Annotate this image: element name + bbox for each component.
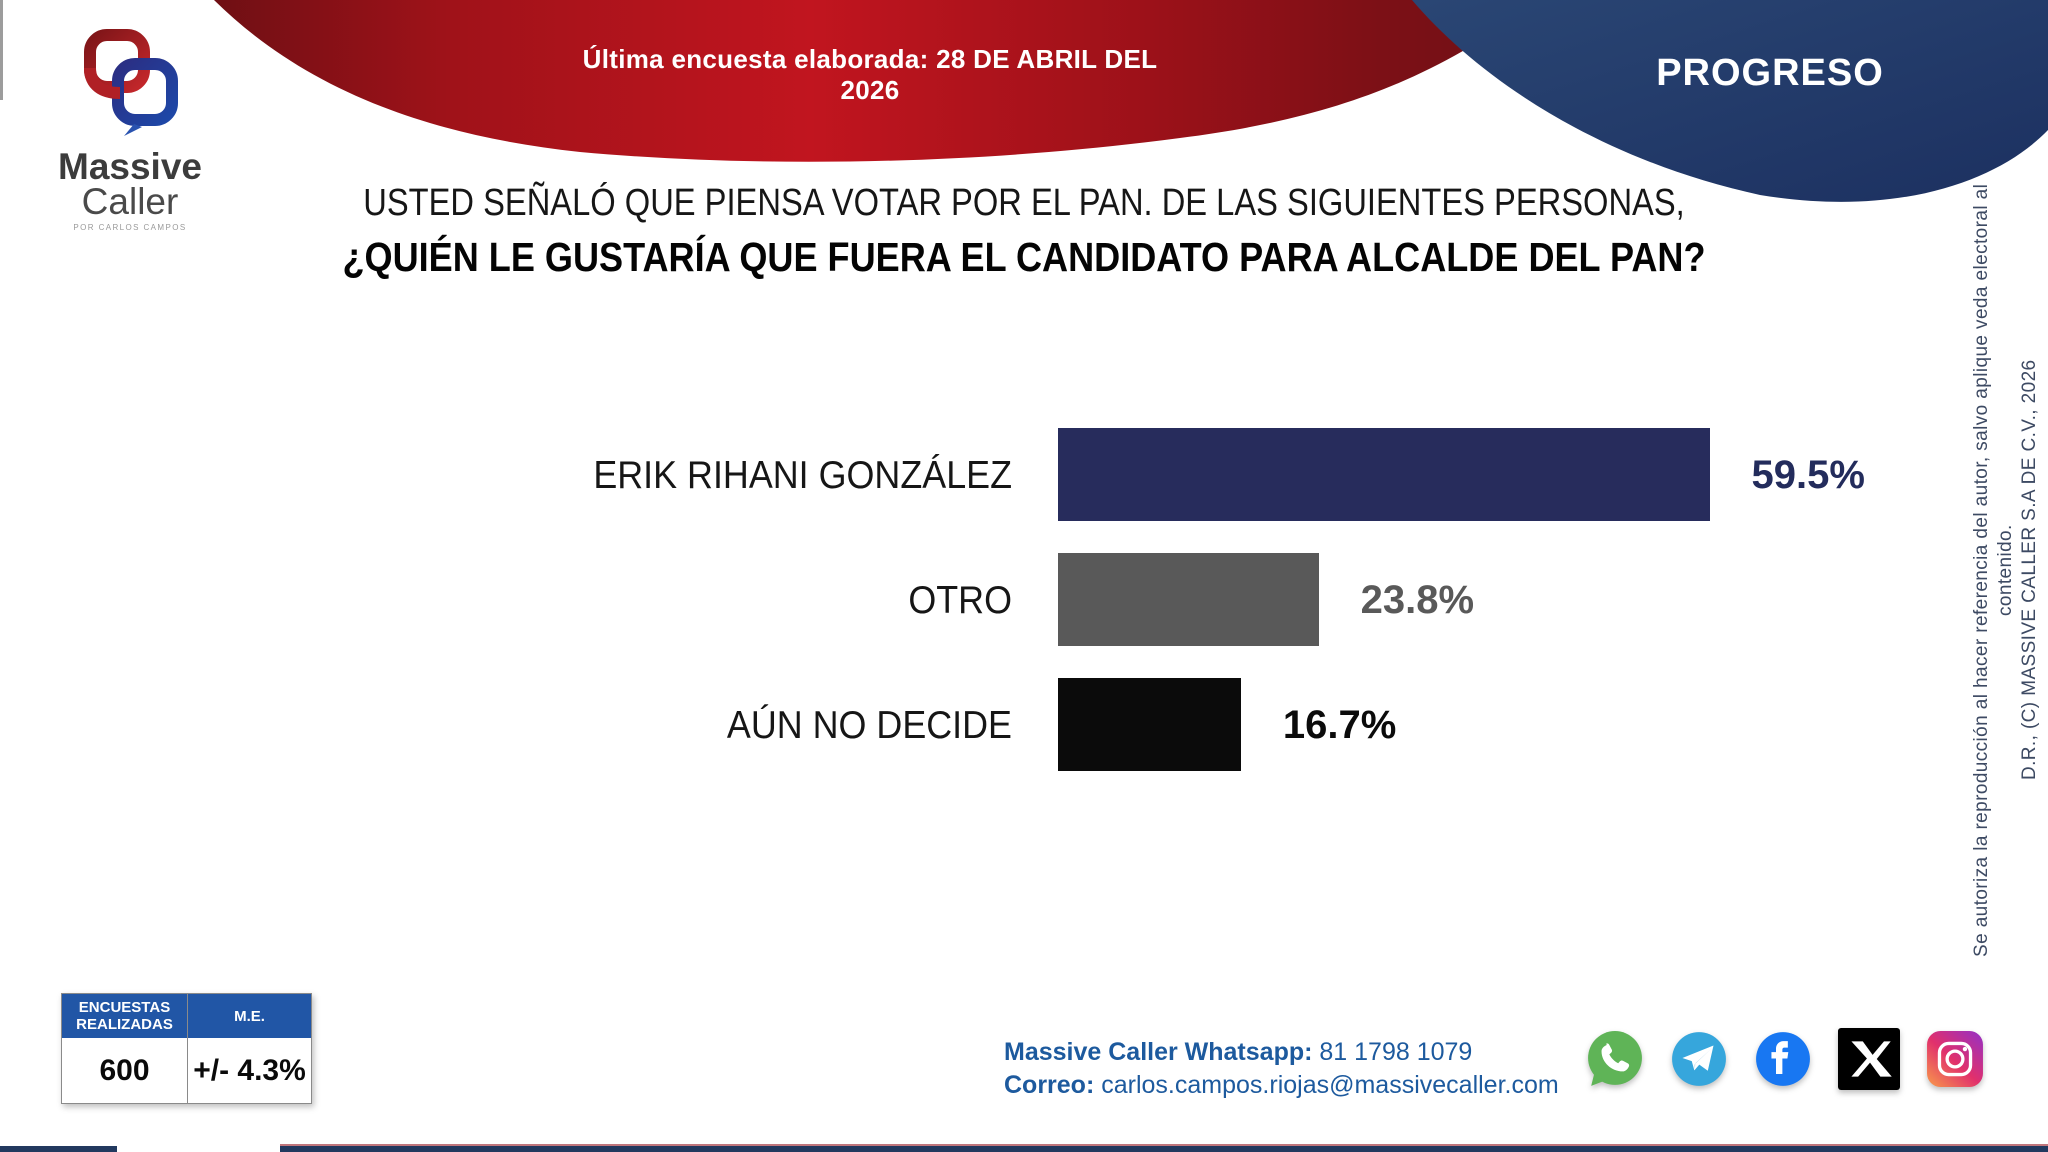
- stats-value-me: +/- 4.3%: [188, 1038, 311, 1103]
- bar-value-label: 23.8%: [1360, 578, 1475, 622]
- bar-category-label: AÚN NO DECIDE: [726, 704, 1012, 747]
- footer-bar: [280, 1144, 2048, 1152]
- whatsapp-label: Massive Caller Whatsapp:: [1004, 1038, 1313, 1066]
- bar-category-label: OTRO: [908, 579, 1012, 622]
- social-icons: [1586, 1028, 1984, 1090]
- bar-row-erik: ERIK RIHANI GONZÁLEZ 59.5%: [0, 428, 2048, 521]
- bar-category-label: ERIK RIHANI GONZÁLEZ: [593, 454, 1012, 497]
- question-line-2: ¿QUIÉN LE GUSTARÍA QUE FUERA EL CANDIDAT…: [342, 234, 1706, 280]
- left-edge-line: [0, 0, 3, 100]
- copyright-line-2: Se autoriza la reproducción al hacer ref…: [1971, 183, 2016, 957]
- contact-block: Massive Caller Whatsapp: 81 1798 1079 Co…: [1004, 1036, 1559, 1102]
- region-title: PROGRESO: [1656, 52, 1884, 94]
- red-curve-shape: [214, 0, 1540, 162]
- copyright-vertical-text: Se autoriza la reproducción al hacer ref…: [1970, 180, 2042, 960]
- facebook-icon[interactable]: [1754, 1030, 1812, 1088]
- telegram-icon[interactable]: [1670, 1030, 1728, 1088]
- email-address[interactable]: carlos.campos.riojas@massivecaller.com: [1101, 1071, 1559, 1099]
- stats-header-me: M.E.: [188, 994, 311, 1038]
- instagram-icon[interactable]: [1926, 1030, 1984, 1088]
- question-title: USTED SEÑALÓ QUE PIENSA VOTAR POR EL PAN…: [0, 182, 2048, 281]
- x-icon[interactable]: [1838, 1028, 1900, 1090]
- footer-bar-left: [0, 1146, 117, 1152]
- massive-caller-logo-icon: [84, 29, 178, 136]
- bar-value-label: 59.5%: [1751, 453, 1865, 497]
- stats-value-encuestas: 600: [62, 1038, 188, 1103]
- question-line-1: USTED SEÑALÓ QUE PIENSA VOTAR POR EL PAN…: [363, 182, 1685, 224]
- logo-word-massive: Massive: [58, 146, 202, 187]
- stats-table: ENCUESTAS REALIZADAS M.E. 600 +/- 4.3%: [61, 993, 312, 1104]
- whatsapp-line: Massive Caller Whatsapp: 81 1798 1079: [1004, 1036, 1559, 1069]
- copyright-line-1: D.R., (C) MASSIVE CALLER S.A DE C.V., 20…: [2019, 359, 2040, 781]
- stats-table-body: 600 +/- 4.3%: [62, 1038, 311, 1103]
- bar-row-otro: OTRO 23.8%: [0, 553, 2048, 646]
- whatsapp-number[interactable]: 81 1798 1079: [1319, 1038, 1473, 1066]
- email-label: Correo:: [1004, 1071, 1095, 1099]
- bar-aun-no-decide: [1058, 678, 1241, 771]
- blue-curve-shape: [1412, 0, 2048, 202]
- logo-word-caller: Caller: [81, 181, 179, 222]
- stats-header-encuestas: ENCUESTAS REALIZADAS: [62, 994, 188, 1038]
- survey-date-banner: Última encuesta elaborada: 28 DE ABRIL D…: [582, 44, 1158, 105]
- bar-value-label: 16.7%: [1282, 703, 1397, 747]
- logo-tagline: POR CARLOS CAMPOS: [73, 223, 187, 232]
- whatsapp-icon[interactable]: [1586, 1030, 1644, 1088]
- email-line: Correo: carlos.campos.riojas@massivecall…: [1004, 1069, 1559, 1102]
- massive-caller-logo: Massive Caller POR CARLOS CAMPOS: [42, 28, 218, 232]
- bar-erik: [1058, 428, 1710, 521]
- bar-otro: [1058, 553, 1319, 646]
- bar-row-aun-no-decide: AÚN NO DECIDE 16.7%: [0, 678, 2048, 771]
- stats-table-header: ENCUESTAS REALIZADAS M.E.: [62, 994, 311, 1038]
- header-banner-shapes: [214, 0, 2048, 202]
